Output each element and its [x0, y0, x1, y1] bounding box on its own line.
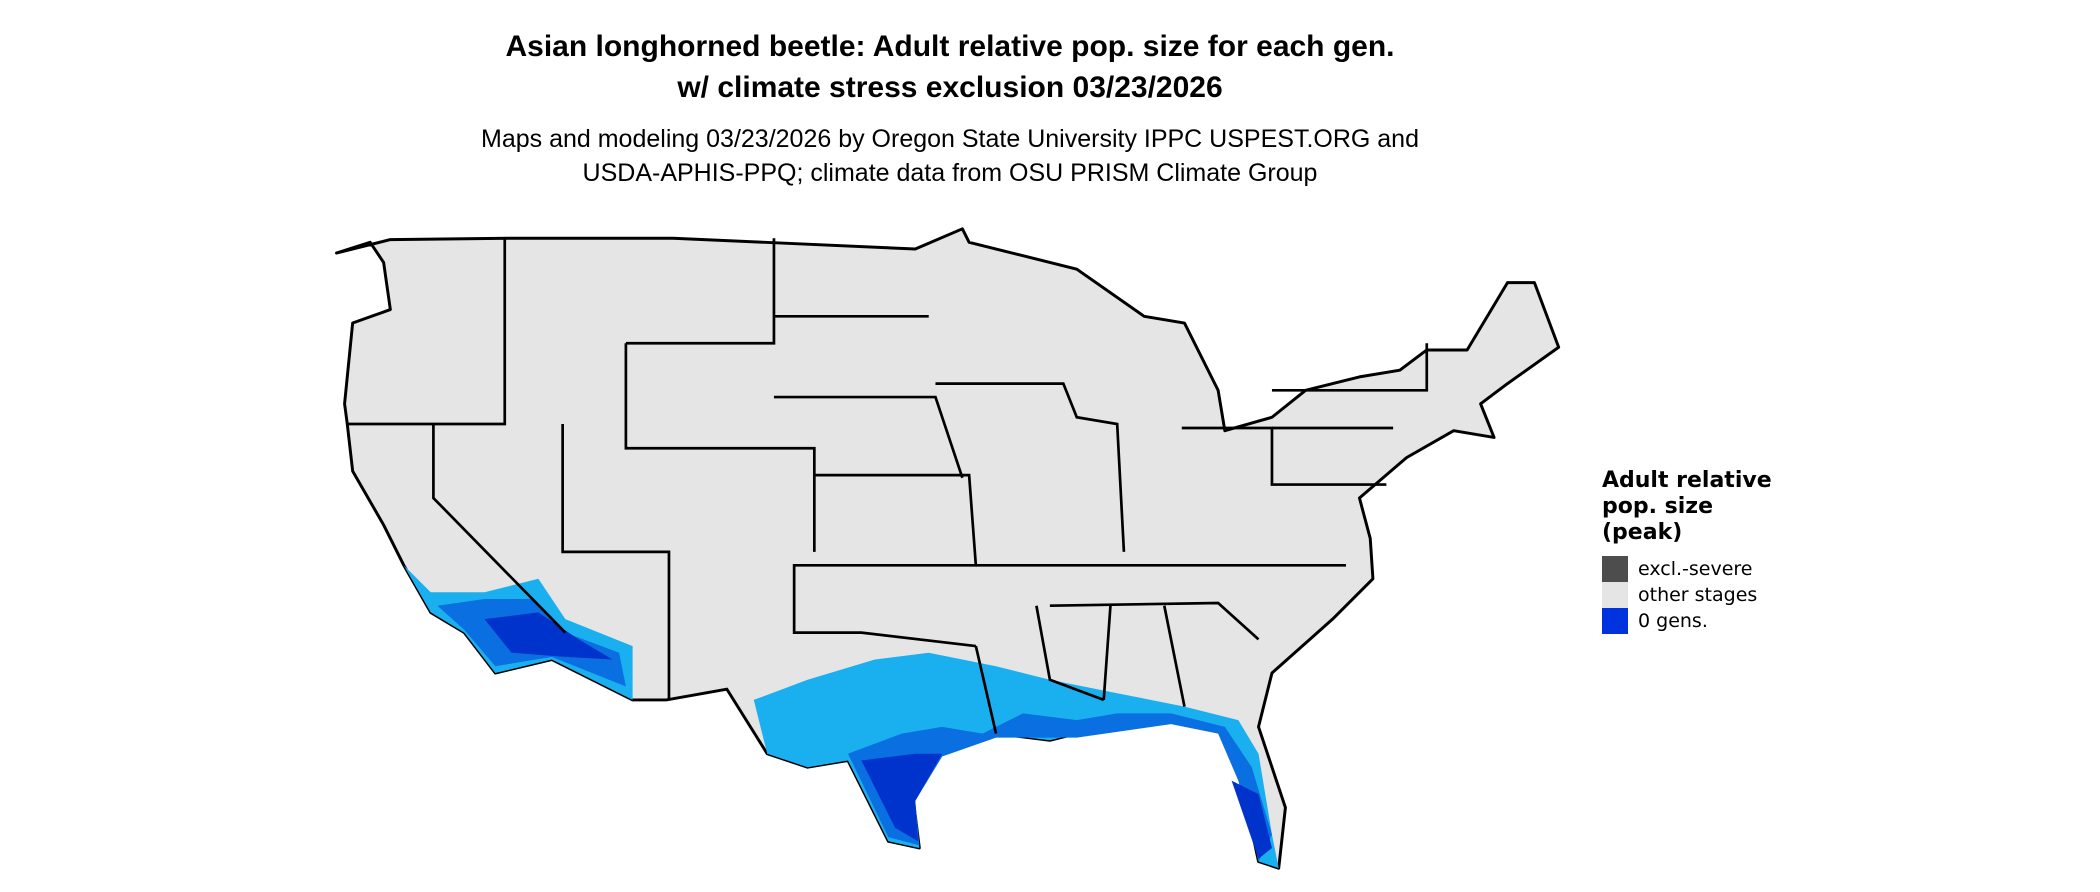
title-line-1: Asian longhorned beetle: Adult relative … — [505, 30, 1395, 63]
legend: Adult relative pop. size (peak) excl.-se… — [1602, 468, 1772, 634]
legend-title-line: Adult relative — [1602, 468, 1772, 493]
legend-label: 0 gens. — [1638, 610, 1708, 632]
legend-title-line: pop. size — [1602, 494, 1713, 519]
legend-item-other-stages: other stages — [1602, 582, 1772, 608]
zero-gens-region — [403, 565, 1279, 869]
title-line-2: w/ climate stress exclusion 03/23/2026 — [677, 71, 1223, 104]
subtitle-line-1: Maps and modeling 03/23/2026 by Oregon S… — [481, 125, 1419, 153]
legend-item-excl-severe: excl.-severe — [1602, 556, 1772, 582]
legend-item-0-gens: 0 gens. — [1602, 608, 1772, 634]
legend-swatch — [1602, 582, 1628, 608]
legend-swatch — [1602, 556, 1628, 582]
state-borders — [347, 238, 1429, 734]
us-land — [335, 227, 1561, 870]
legend-title-line: (peak) — [1602, 520, 1683, 545]
legend-label: excl.-severe — [1638, 558, 1753, 580]
legend-swatch — [1602, 608, 1628, 634]
map-subtitle: Maps and modeling 03/23/2026 by Oregon S… — [0, 122, 1900, 190]
subtitle-line-2: USDA-APHIS-PPQ; climate data from OSU PR… — [582, 159, 1318, 187]
legend-title: Adult relative pop. size (peak) — [1602, 468, 1772, 546]
map-title: Asian longhorned beetle: Adult relative … — [0, 26, 1900, 108]
legend-label: other stages — [1638, 584, 1758, 606]
